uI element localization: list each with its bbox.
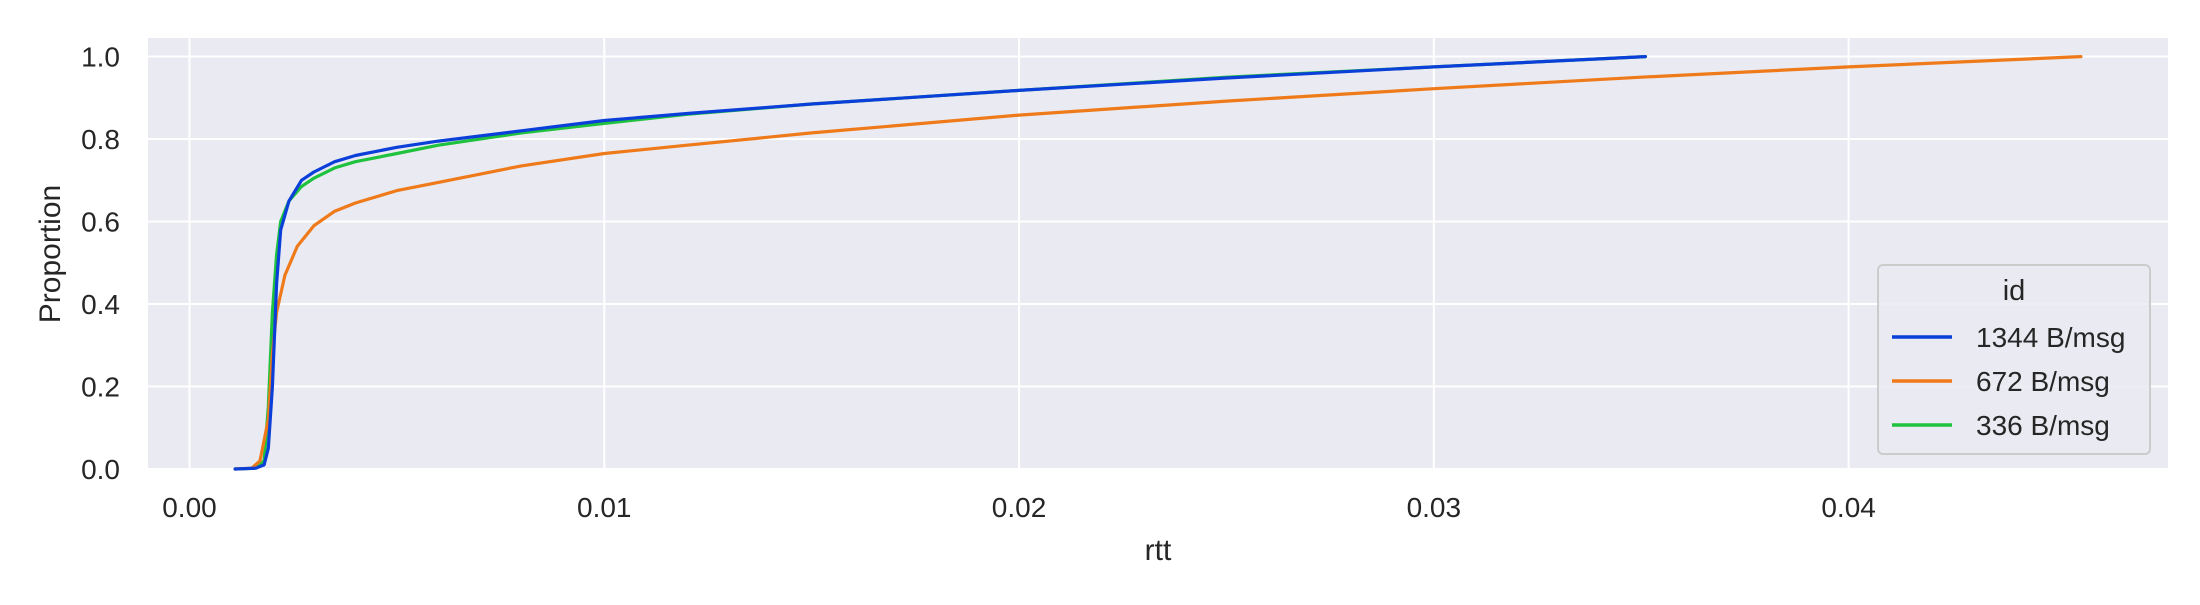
x-tick-label: 0.04 xyxy=(1821,492,1876,523)
x-tick-label: 0.00 xyxy=(162,492,217,523)
series-lines xyxy=(233,55,2083,471)
y-tick-label: 1.0 xyxy=(81,42,120,73)
legend-label: 1344 B/msg xyxy=(1976,322,2125,353)
x-tick-label: 0.01 xyxy=(577,492,632,523)
legend-title: id xyxy=(2003,275,2026,307)
x-axis-label: rtt xyxy=(1145,534,1172,567)
y-tick-label: 0.0 xyxy=(81,454,120,485)
series-line xyxy=(233,55,1647,471)
y-tick-label: 0.4 xyxy=(81,289,120,320)
legend: id 1344 B/msg 672 B/msg 336 B/msg xyxy=(1877,264,2151,455)
x-tick-label: 0.03 xyxy=(1407,492,1462,523)
y-tick-label: 0.6 xyxy=(81,207,120,238)
legend-entries: 1344 B/msg 672 B/msg 336 B/msg xyxy=(1892,322,2125,441)
plot-background xyxy=(148,38,2168,469)
legend-label: 336 B/msg xyxy=(1976,410,2110,441)
legend-label: 672 B/msg xyxy=(1976,366,2110,397)
y-tick-label: 0.8 xyxy=(81,124,120,155)
x-tick-label: 0.02 xyxy=(992,492,1047,523)
series-line xyxy=(233,55,2083,471)
tick-labels: 0.00 0.01 0.02 0.03 0.04 0.0 0.2 0.4 0.6 0.8 1.0 xyxy=(81,42,1876,523)
legend-frame xyxy=(1877,264,2151,455)
y-axis-label: Proportion xyxy=(34,185,67,323)
grid-lines xyxy=(148,38,2168,470)
y-tick-label: 0.2 xyxy=(81,372,120,403)
